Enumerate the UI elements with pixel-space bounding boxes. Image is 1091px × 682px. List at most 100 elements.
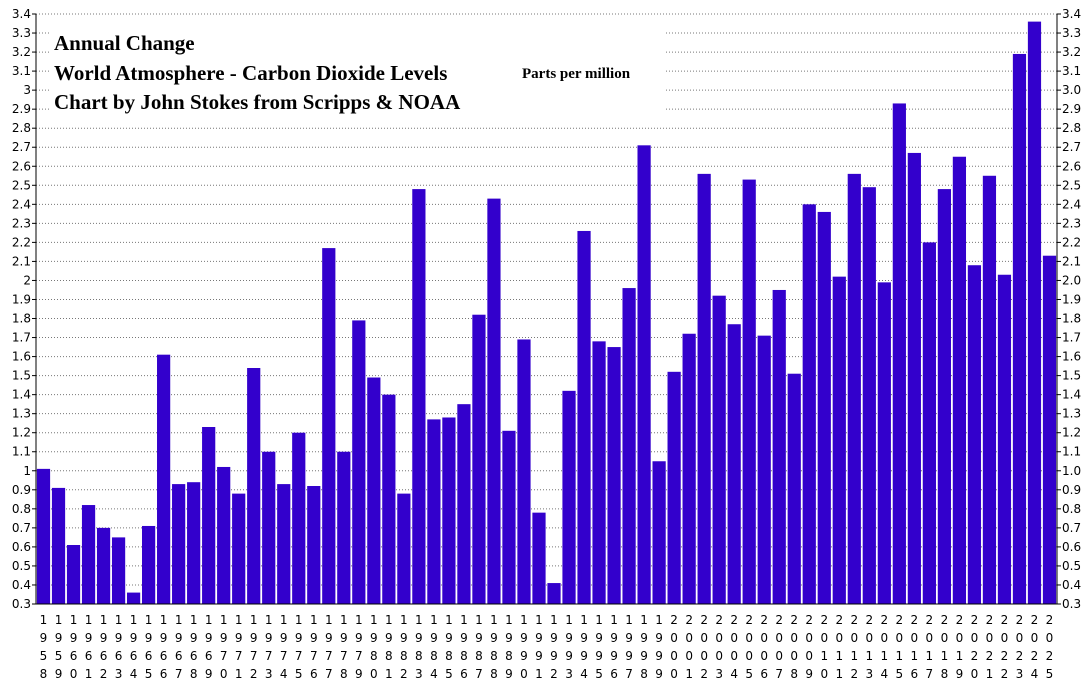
bar-2020: [967, 265, 982, 604]
bar-2025: [1042, 255, 1057, 605]
bar-1980: [367, 377, 381, 604]
y-tick-label-left: 1.1: [12, 445, 31, 459]
y-tick-label-left: 2.5: [12, 178, 31, 192]
y-tick-label-right: 3.0: [1062, 83, 1081, 97]
y-tick-label-left: 3: [23, 83, 31, 97]
y-tick-label-left: 0.3: [12, 597, 31, 611]
y-tick-label-right: 0.5: [1062, 559, 1081, 573]
bar-1986: [457, 404, 471, 604]
bar-1967: [172, 484, 186, 604]
y-tick-label-right: 3.1: [1062, 64, 1081, 78]
bar-2022: [997, 274, 1012, 604]
bar-1985: [442, 417, 456, 604]
y-tick-label-right: 2.6: [1062, 159, 1081, 173]
bar-2000: [667, 371, 681, 604]
y-tick-label-right: 2.9: [1062, 102, 1081, 116]
bar-2008: [787, 373, 801, 604]
bar-1964: [126, 592, 141, 604]
y-tick-label-right: 3.2: [1062, 45, 1081, 59]
y-tick-label-left: 2.3: [12, 216, 31, 230]
bar-2011: [832, 276, 846, 604]
bar-1979: [352, 320, 366, 604]
y-tick-label-right: 2.7: [1062, 140, 1081, 154]
bar-1999: [652, 461, 666, 604]
y-tick-label-right: 1.0: [1062, 464, 1081, 478]
bar-2024: [1027, 21, 1042, 604]
y-tick-label-left: 0.8: [12, 502, 31, 516]
bar-2021: [982, 175, 997, 604]
y-tick-label-right: 1.1: [1062, 445, 1081, 459]
y-tick-label-left: 2.2: [12, 235, 31, 249]
bar-1975: [292, 432, 306, 604]
bar-1970: [217, 466, 231, 604]
y-tick-label-left: 3.3: [12, 26, 31, 40]
bar-1966: [157, 354, 171, 604]
bar-2010: [817, 211, 831, 604]
y-tick-label-right: 1.8: [1062, 312, 1081, 326]
y-tick-label-right: 0.7: [1062, 521, 1081, 535]
y-tick-label-left: 3.2: [12, 45, 31, 59]
bar-1994: [577, 230, 591, 604]
y-tick-label-right: 1.9: [1062, 292, 1081, 306]
bar-2007: [772, 289, 786, 604]
bar-1962: [96, 527, 111, 604]
bar-2005: [742, 179, 756, 605]
bar-1959: [51, 487, 66, 604]
bar-1969: [202, 427, 216, 604]
bar-1983: [412, 189, 426, 604]
y-tick-label-left: 1.4: [12, 388, 31, 402]
y-tick-label-left: 2: [23, 273, 31, 287]
y-tick-label-right: 2.2: [1062, 235, 1081, 249]
title-line-3: Chart by John Stokes from Scripps & NOAA: [54, 90, 461, 114]
bar-2016: [907, 152, 921, 604]
y-tick-label-left: 0.6: [12, 540, 31, 554]
y-tick-label-right: 0.4: [1062, 578, 1081, 592]
bar-1963: [111, 537, 126, 604]
bar-1996: [607, 347, 621, 604]
bar-1997: [622, 288, 636, 604]
y-tick-label-left: 0.9: [12, 483, 31, 497]
bar-1965: [142, 525, 156, 604]
y-tick-label-left: 1.5: [12, 369, 31, 383]
bar-1977: [322, 248, 336, 604]
bar-1993: [562, 390, 576, 604]
y-tick-label-left: 1: [23, 464, 31, 478]
